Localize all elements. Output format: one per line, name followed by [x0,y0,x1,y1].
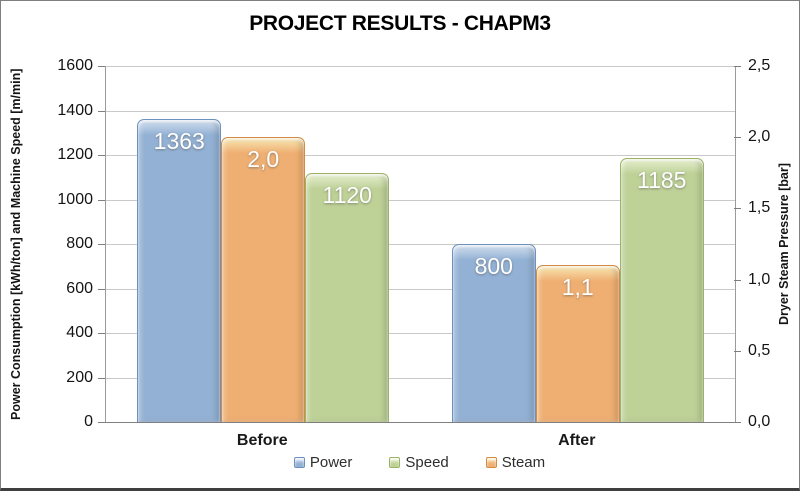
y-tick-left [98,422,105,423]
y-tick-left [98,110,105,112]
gridline [106,288,735,290]
y-tick-label-right: 0,5 [748,341,771,359]
right-axis-title: Dryer Steam Pressure [bar] [777,163,791,325]
y-tick-label-right: 2,0 [748,128,771,146]
y-tick-label-right: 0,0 [748,413,771,430]
y-tick-label-right: 2,5 [748,57,771,74]
y-tick-label-left: 1400 [57,101,93,119]
y-tick-left [98,66,105,67]
plot-area: 1363 2,0 1120 800 1,1 1185 [105,66,736,423]
y-tick-right [734,350,741,352]
y-tick-label-left: 800 [66,235,93,252]
gridline [106,110,735,112]
y-tick-left [98,333,105,334]
bar-power-before: 1363 [137,118,222,422]
chart-title: PROJECT RESULTS - CHAPM3 [249,12,551,35]
gridline [106,199,735,201]
bar-value-label: 1120 [322,181,372,208]
y-tick-right [734,422,741,423]
bar-group-before: 1363 2,0 1120 [106,66,421,422]
y-tick-left [98,155,105,156]
y-tick-right [734,208,741,210]
y-tick-left [98,288,105,290]
legend-label: Steam [501,454,546,471]
bar-group-after: 800 1,1 1185 [421,66,736,422]
legend-item-steam: Steam [485,454,546,471]
gridline [106,66,735,67]
bar-value-label: 1,1 [561,274,594,301]
y-tick-left [98,377,105,379]
y-tick-label-left: 1200 [57,146,93,163]
gridline [106,244,735,245]
gridline [106,155,735,156]
legend: Power Speed Steam [105,454,734,471]
y-tick-left [98,199,105,201]
legend-swatch-speed [389,457,401,468]
y-tick-label-left: 400 [66,324,93,341]
legend-label: Power [309,454,353,471]
bar-steam-after: 1,1 [535,265,620,422]
bar-power-after: 800 [451,244,536,422]
bar-value-label: 800 [474,253,513,279]
legend-label: Speed [405,454,449,471]
gridline [106,333,735,334]
y-tick-label-left: 1600 [57,57,93,74]
y-tick-label-left: 200 [66,368,93,386]
y-tick-label-left: 1000 [57,190,93,208]
y-tick-label-right: 1,5 [748,199,771,217]
bar-value-label: 1363 [153,127,205,154]
gridline [106,377,735,379]
y-tick-right [734,279,741,281]
legend-item-speed: Speed [389,454,449,471]
category-label-before: Before [236,432,288,449]
legend-item-power: Power [293,454,353,471]
category-label-after: After [558,432,596,449]
bar-value-label: 1185 [637,167,687,194]
bar-value-label: 2,0 [247,146,280,173]
y-tick-right [734,137,741,139]
y-tick-left [98,244,105,245]
bar-speed-before: 1120 [305,172,390,422]
y-tick-label-left: 600 [66,279,93,297]
y-tick-right [734,66,741,67]
bar-steam-before: 2,0 [221,137,306,422]
y-tick-label-right: 1,0 [748,270,771,288]
legend-swatch-power [293,457,305,468]
left-axis-title: Power Consumption [kWh/ton] and Machine … [9,68,23,420]
legend-swatch-steam [485,457,497,468]
y-tick-label-left: 0 [84,413,93,430]
bar-speed-after: 1185 [619,158,704,422]
